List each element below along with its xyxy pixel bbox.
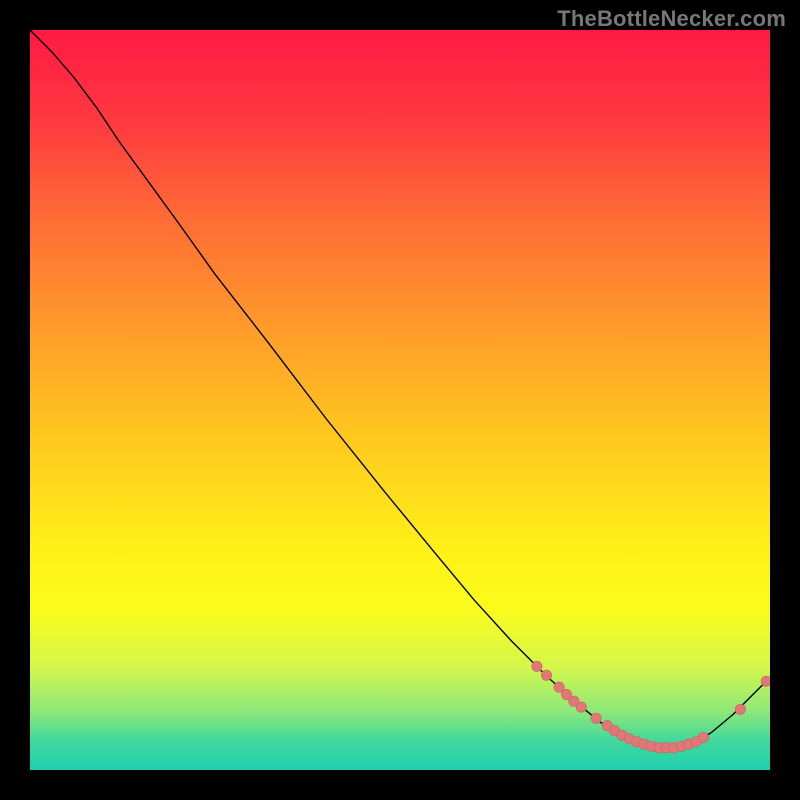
watermark-text: TheBottleNecker.com	[557, 6, 786, 32]
plot-area	[30, 30, 770, 770]
data-marker	[541, 670, 551, 680]
data-marker	[576, 702, 586, 712]
chart-background	[30, 30, 770, 770]
chart-frame: TheBottleNecker.com	[0, 0, 800, 800]
data-marker	[532, 661, 542, 671]
chart-svg	[30, 30, 770, 770]
data-marker	[698, 732, 708, 742]
data-marker	[735, 704, 745, 714]
data-marker	[591, 713, 601, 723]
data-marker	[761, 676, 770, 686]
